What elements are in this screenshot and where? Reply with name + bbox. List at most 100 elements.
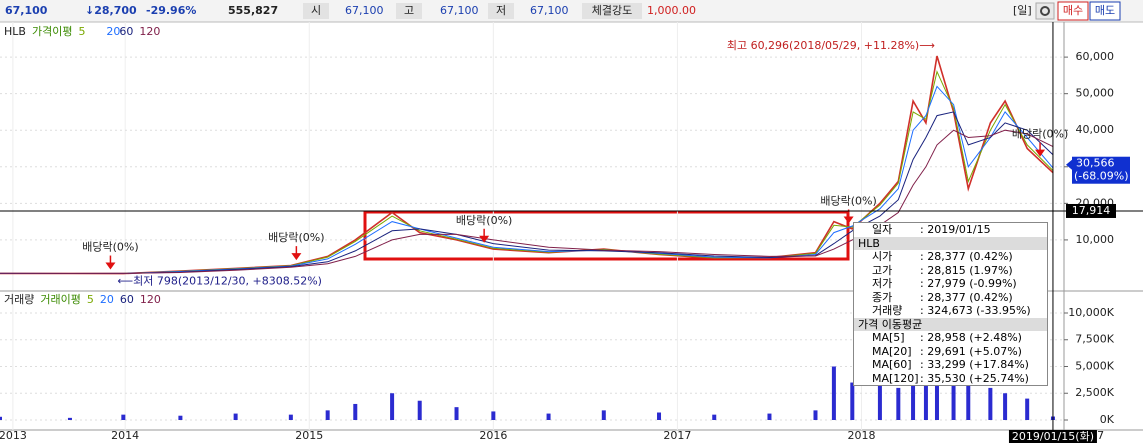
high-label: 고 bbox=[404, 4, 414, 17]
volume-bar bbox=[712, 414, 717, 420]
dividend-arrow-head bbox=[1035, 149, 1046, 157]
last-price-box bbox=[1072, 156, 1130, 184]
legend-label: 5 bbox=[87, 293, 94, 306]
low-label: 저 bbox=[496, 4, 506, 17]
highlight-box bbox=[363, 210, 850, 261]
x-tick-label: 2013 bbox=[0, 429, 27, 442]
last-price-label: 30,566 bbox=[1076, 157, 1115, 170]
sell-label[interactable]: 매도 bbox=[1095, 4, 1115, 17]
legend-label: 20 bbox=[100, 293, 114, 306]
header-bar bbox=[0, 0, 1143, 22]
volume-bar bbox=[546, 413, 551, 420]
legend-label: 5 bbox=[78, 25, 85, 38]
crosshair-y-label: 17,914 bbox=[1072, 204, 1111, 217]
y-tick-label: 10,000 bbox=[1076, 233, 1115, 246]
change-pct: -29.96% bbox=[146, 4, 196, 17]
last-price-pointer bbox=[1066, 159, 1072, 170]
x-tick-label: 2017 bbox=[663, 429, 691, 442]
x-tick-label: 2015 bbox=[295, 429, 323, 442]
legend-label: 120 bbox=[139, 25, 160, 38]
info-label: MA[60] bbox=[872, 358, 912, 371]
volume-bar bbox=[966, 382, 971, 420]
info-label: MA[20] bbox=[872, 344, 912, 358]
x-tick-label: 2014 bbox=[111, 429, 139, 442]
y-tick-label: 50,000 bbox=[1076, 87, 1115, 100]
volume-bar bbox=[813, 410, 818, 420]
y-tick-label: 0K bbox=[1100, 413, 1115, 426]
info-row: 시가: 28,377 (0.42%) bbox=[854, 250, 1047, 264]
open: 67,100 bbox=[345, 4, 384, 17]
dividend-label: 배당락(0%) bbox=[82, 241, 138, 254]
strength-label: 체결강도 bbox=[592, 4, 632, 17]
max-annotation: 최고 60,296(2018/05/29, +11.28%)⟶ bbox=[727, 39, 935, 52]
info-head: 가격 이동평균 bbox=[854, 317, 1047, 331]
info-value: : 28,377 (0.42%) bbox=[920, 250, 1013, 263]
volume-bar bbox=[417, 400, 422, 420]
strength: 1,000.00 bbox=[647, 4, 696, 17]
sell-button[interactable] bbox=[1089, 1, 1121, 21]
info-row: 일자: 2019/01/15 bbox=[854, 223, 1047, 237]
legend-label: 거래량 bbox=[4, 293, 34, 306]
settings-button[interactable] bbox=[1035, 2, 1055, 20]
info-row: MA[60] : 33,299 (+17.84%) bbox=[854, 358, 1047, 372]
volume-bar bbox=[491, 411, 496, 420]
volume-bar bbox=[0, 416, 2, 420]
info-label: 일자 bbox=[872, 223, 893, 236]
info-value: : 29,691 (+5.07%) bbox=[920, 344, 1022, 358]
buy-label[interactable]: 매수 bbox=[1063, 4, 1083, 17]
info-section: MA[5]: 28,958 (+2.48%) MA[20] : 29,691 (+5… bbox=[854, 331, 1047, 385]
volume-bar bbox=[951, 377, 956, 420]
y-tick-label: 7,500K bbox=[1075, 333, 1114, 346]
info-value: : 33,299 (+17.84%) bbox=[920, 358, 1029, 371]
volume-bar bbox=[988, 387, 993, 420]
info-row: MA[120]: 35,530 (+25.74%) bbox=[854, 372, 1047, 386]
y-tick-label: 5,000K bbox=[1075, 359, 1114, 372]
info-row: MA[5]: 28,958 (+2.48%) bbox=[854, 331, 1047, 345]
info-row: 종가 : 28,377 (0.42%) bbox=[854, 291, 1047, 305]
volume-bar bbox=[353, 403, 358, 420]
volume-bar bbox=[390, 393, 395, 420]
volume-bar bbox=[1003, 393, 1008, 420]
label-box bbox=[582, 3, 642, 19]
info-label: MA[120] bbox=[872, 371, 919, 385]
info-label: MA[5] bbox=[872, 331, 905, 344]
volume-bar bbox=[767, 413, 772, 420]
buy-button[interactable] bbox=[1057, 1, 1089, 21]
dividend-arrow-head bbox=[291, 253, 302, 261]
label-box bbox=[396, 3, 422, 19]
volume: 555,827 bbox=[228, 4, 278, 17]
info-label: 거래량 bbox=[872, 304, 903, 317]
dividend-label: 배당락(0%) bbox=[820, 194, 876, 207]
ma-line bbox=[0, 111, 1054, 275]
info-value: : 28,815 (1.97%) bbox=[920, 263, 1013, 277]
dividend-arrow-head bbox=[479, 235, 490, 243]
legend-label: 60 bbox=[120, 293, 134, 306]
volume-bar bbox=[233, 413, 238, 420]
y-tick-label: 40,000 bbox=[1076, 123, 1115, 136]
info-value: : 28,377 (0.42%) bbox=[920, 290, 1013, 304]
dividend-arrow-head bbox=[843, 216, 854, 224]
info-row: 거래량 : 324,673 (-33.95%) bbox=[854, 304, 1047, 318]
info-value: : 27,979 (-0.99%) bbox=[920, 277, 1017, 290]
period[interactable]: [일] bbox=[1013, 3, 1032, 17]
info-row: 고가 : 28,815 (1.97%) bbox=[854, 264, 1047, 278]
gear-icon bbox=[1040, 6, 1050, 16]
x-tick-label: 2018 bbox=[848, 429, 876, 442]
volume-bar bbox=[288, 414, 293, 420]
dividend-label: 배당락(0%) bbox=[456, 214, 512, 227]
info-label: 종가 bbox=[872, 290, 893, 304]
open-label: 시 bbox=[311, 4, 321, 17]
dividend-label: 배당락(0%) bbox=[1012, 128, 1068, 141]
volume-bar bbox=[178, 415, 183, 420]
crosshair-x-box bbox=[1008, 430, 1097, 443]
info-value: : 324,673 (-33.95%) bbox=[920, 304, 1031, 317]
y-tick-label: 60,000 bbox=[1076, 50, 1115, 63]
volume-bar bbox=[831, 366, 836, 420]
change: ↓28,700 bbox=[85, 4, 137, 17]
info-row: MA[20] : 29,691 (+5.07%) bbox=[854, 345, 1047, 359]
info-label: 고가 bbox=[872, 263, 893, 277]
dividend-arrow-head bbox=[105, 262, 116, 270]
volume-bar bbox=[325, 410, 330, 420]
info-box: 일자: 2019/01/15 HLB 시가: 28,377 (0.42%) 고가:… bbox=[853, 222, 1048, 386]
